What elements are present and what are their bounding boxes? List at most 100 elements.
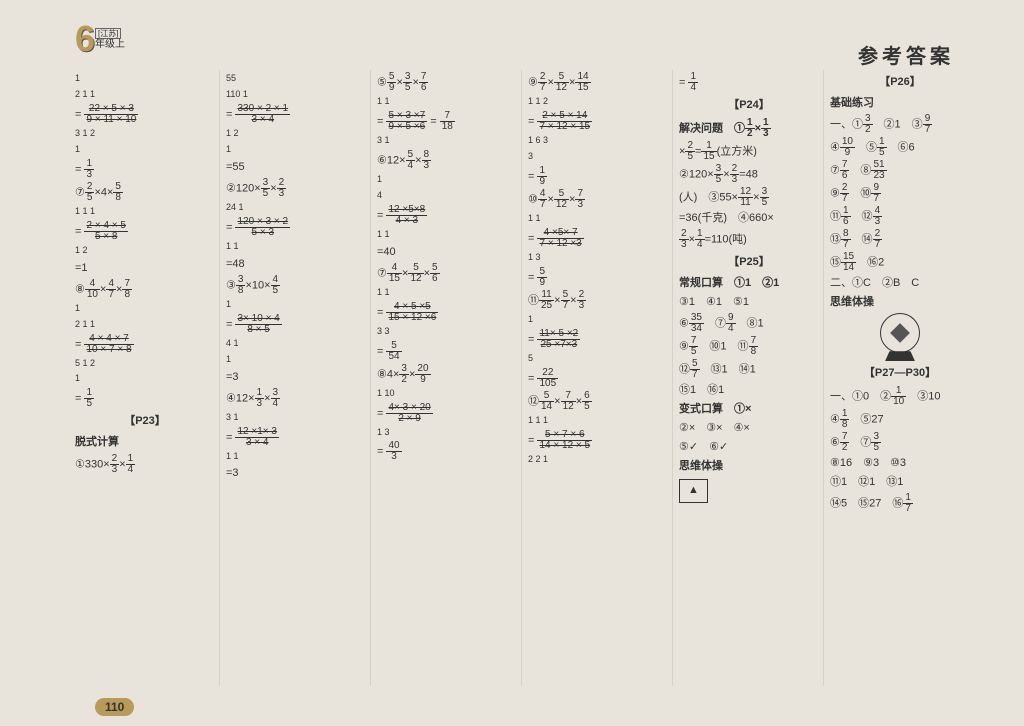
c3-6l0: 1 [377,173,517,187]
c3-8l0: 1 10 [377,387,517,401]
c2-3frac: = 3× 10 × 48 × 5 [226,314,366,335]
c1-res: = 13 [75,159,215,180]
c2-2res: =48 [226,256,366,273]
c1-3frac: = 4 × 4 × 710 × 7 × 8 [75,334,215,355]
p26-r7: ⑮1514 ⑯2 [830,252,970,273]
c1-2l1: 1 1 1 [75,205,215,219]
p24-2b: (人) ③55×1211×35 [679,187,819,208]
c4-11frac: = 11× 5 ×225 ×7×3 [528,329,668,350]
column-2: 55 110 1 = 330 × 2 × 13 × 4 1 2 1 =55 ②1… [226,70,371,686]
p24-1b: ×25=115(立方米) [679,141,819,162]
c3-5b: 3 1 [377,134,517,148]
c4-9res: = 19 [528,166,668,187]
c1-2frac: = 2 × 4 × 55 × 8 [75,221,215,242]
p24-title: 【P24】 [679,97,819,114]
p26-sub: 基础练习 [830,95,970,112]
c1-l1: 2 1 1 [75,88,215,102]
p27-r6: ⑭5 ⑮27 ⑯17 [830,493,970,514]
c3-6res: =40 [377,244,517,261]
c4-12l0: 1 1 1 [528,414,668,428]
c4-h9: ⑨27×512×1415 [528,72,668,93]
c4-11b: 5 [528,352,668,366]
c3-h8: ⑧4×32×209 [377,364,517,385]
triangle-box: ▲ [679,479,708,502]
p25-v3: ⑤✓ ⑥✓ [679,439,819,456]
c2-2b: 1 1 [226,240,366,254]
c4-9b2: 3 [528,150,668,164]
p25-think: 思维体操 [679,458,819,475]
c1-3l1: 2 1 1 [75,318,215,332]
c2-res: =55 [226,159,366,176]
p26-title: 【P26】 [830,74,970,91]
p27-r4: ⑧16 ⑨3 ⑩3 [830,455,970,472]
c1-2b: 1 2 [75,244,215,258]
c1-3b: 5 1 2 [75,357,215,371]
c2-h4: ④12×13×34 [226,388,366,409]
c3-6l1: 4 [377,189,517,203]
p26-r2: ④109 ⑤15 ⑥6 [830,137,970,158]
c2-4l0: 3 1 [226,411,366,425]
grade-number: 6 [75,18,95,60]
grade-badge: 6 [江苏] 年级上 [75,18,125,60]
column-4: ⑨27×512×1415 1 1 2 = 2 × 5 × 147 × 12 × … [528,70,673,686]
p27-r5: ⑪1 ⑫1 ⑬1 [830,474,970,491]
c4-9l0: 1 1 2 [528,95,668,109]
c2-b2: 1 [226,143,366,157]
p26-2: 二、①C ②B C [830,275,970,292]
c1-frac: = 22 × 5 × 39 × 11 × 10 [75,104,215,125]
p25-r3: ⑥3534 ⑦94 ⑧1 [679,313,819,334]
c1-h3: ⑧410×47×78 [75,279,215,300]
p27-title: 【P27—P30】 [830,365,970,382]
p25-title: 【P25】 [679,254,819,271]
c3-8res: = 403 [377,441,517,462]
p26-think: 思维体操 [830,294,970,311]
c3-8b: 1 3 [377,426,517,440]
c2-2frac: = 120 × 3 × 25 × 3 [226,217,366,238]
p24-2: ②120×35×23=48 [679,164,819,185]
c1-b2: 1 [75,143,215,157]
c3-7l0: 1 1 [377,286,517,300]
c2-h3: ③38×10×45 [226,275,366,296]
column-1: 1 2 1 1 = 22 × 5 × 39 × 11 × 10 3 1 2 1 … [75,70,220,686]
column-6: 【P26】 基础练习 一、①32 ②1 ③97 ④109 ⑤15 ⑥6 ⑦76 … [830,70,974,686]
p25-r5: ⑫57 ⑬1 ⑭1 [679,359,819,380]
p23-i1: ①330×23×14 [75,454,215,475]
c3-8frac: = 4× 3 × 202 × 9 [377,403,517,424]
c4-11res: = 22105 [528,368,668,389]
grade-text: 年级上 [95,39,125,50]
p26-r4: ⑨27 ⑩97 [830,183,970,204]
c4-11l0: 1 [528,313,668,327]
c4-12b: 2 2 1 [528,453,668,467]
column-3: ⑤59×35×76 1 1 = 5 × 3 ×79 × 5 ×6 = 718 3… [377,70,522,686]
c3-5frac: = 5 × 3 ×79 × 5 ×6 = 718 [377,111,517,132]
c1-3b2: 1 [75,372,215,386]
c4-12frac: = 5 × 7 × 614 × 12 × 5 [528,430,668,451]
c2-3res: =3 [226,369,366,386]
c2-4frac: = 12 ×1× 33 × 4 [226,427,366,448]
p25-r4: ⑨75 ⑩1 ⑪78 [679,336,819,357]
p24-sub: 解决问题 ①12×13 [679,118,819,139]
p27-r3: ⑥72 ⑦35 [830,432,970,453]
c3-h5: ⑤59×35×76 [377,72,517,93]
c2-frac: = 330 × 2 × 13 × 4 [226,104,366,125]
p26-r6: ⑬87 ⑭27 [830,229,970,250]
c4-9frac: = 2 × 5 × 147 × 12 × 15 [528,111,668,132]
gem-icon [890,323,910,343]
p24-3: =36(千克) ④660× [679,210,819,227]
crystal-stand [885,351,915,361]
c1-top: 1 [75,72,215,86]
page-number: 110 [95,698,134,716]
c3-6frac: = 12 ×5×84 × 3 [377,205,517,226]
p23-sub: 脱式计算 [75,434,215,451]
p25-sub: 常规口算 ①1 ②1 [679,275,819,292]
p26-r3: ⑦76 ⑧5123 [830,160,970,181]
c2-3l0: 1 [226,298,366,312]
c3-7res: = 554 [377,341,517,362]
p25-r2: ③1 ④1 ⑤1 [679,294,819,311]
c2-4b: 1 1 [226,450,366,464]
c3-5l0: 1 1 [377,95,517,109]
c4-10l0: 1 1 [528,212,668,226]
p25-sub2: 变式口算 ①× [679,401,819,418]
c1-h2: ⑦25×4×58 [75,182,215,203]
p27-r1: 一、①0 ②110 ③10 [830,386,970,407]
